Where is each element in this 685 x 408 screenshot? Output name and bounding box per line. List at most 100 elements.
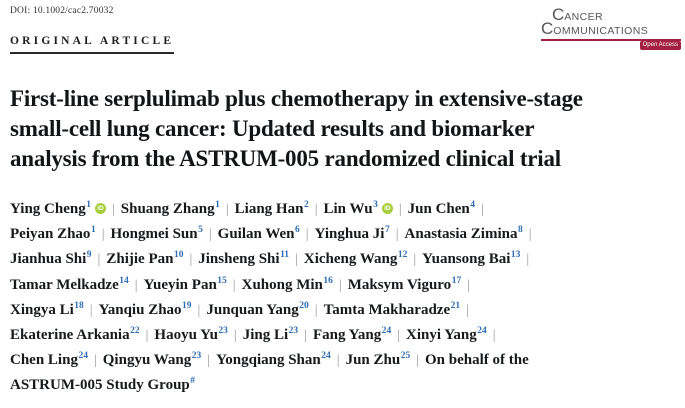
author-separator: | (528, 227, 532, 243)
author-name: Xuhong Min (241, 276, 323, 293)
author-name: Xingya Li (10, 301, 74, 318)
author-line: Tamar Melkadze14 | Yueyin Pan15 | Xuhong Min… (10, 273, 682, 298)
author-affiliation-superscript: 20 (299, 300, 309, 311)
author-name: Haoyu Yu (154, 327, 218, 344)
author-name: Chen Ling (10, 352, 78, 369)
author-name: Jun Chen (407, 201, 470, 217)
author-line: Ekaterine Arkania22 | Haoyu Yu23 | Jing Li23… (10, 323, 682, 348)
author-affiliation-superscript: 25 (400, 351, 411, 362)
author-separator: | (295, 252, 298, 268)
author-name: Liang Han (234, 201, 304, 217)
author-name: Tamar Melkadze (10, 276, 119, 293)
author-affiliation-superscript: 1 (215, 200, 220, 210)
author-line: Xingya Li18 | Yanqiu Zhao19 | Junquan Yang20… (10, 298, 682, 323)
author-affiliation-superscript: 14 (119, 275, 129, 286)
author-name: Tamta Makharadze (323, 301, 451, 318)
author-separator: | (111, 202, 115, 217)
author-separator: | (492, 328, 496, 344)
doi-text: DOI: 10.1002/cac2.70032 (10, 6, 114, 16)
author-separator: | (93, 353, 97, 369)
author-affiliation-superscript: 24 (78, 351, 88, 362)
author-name: Yuansong Bai (422, 251, 511, 268)
author-name: Xinyi Yang (406, 327, 477, 344)
author-separator: | (481, 202, 484, 217)
author-affiliation-superscript: 2 (303, 200, 309, 210)
author-separator: | (413, 252, 417, 268)
author-name: Maksym Viguro (347, 276, 452, 293)
author-name: Hongmei Sun (110, 226, 198, 243)
author-separator: | (208, 227, 212, 243)
logo-initial-c2: C (541, 19, 554, 38)
article-title: First-line serplulimab plus chemotherapy… (10, 84, 685, 174)
author-affiliation-superscript: 21 (450, 300, 461, 311)
author-separator: | (398, 202, 402, 217)
author-separator: | (197, 302, 201, 318)
author-line: Ying Cheng1 iD | Shuang Zhang1 | Liang Han2 | L… (10, 197, 682, 222)
author-line: Peiyan Zhao1 | Hongmei Sun5 | Guilan Wen6 | Yi… (10, 222, 682, 247)
author-affiliation-superscript: 11 (280, 250, 290, 261)
author-affiliation-superscript: 10 (173, 250, 184, 261)
article-title-line1: First-line serplulimab plus chemotherapy… (10, 86, 583, 111)
author-name: On behalf of the (425, 352, 529, 369)
author-separator: | (397, 328, 401, 344)
author-affiliation-superscript: 23 (191, 351, 202, 362)
author-affiliation-superscript: 22 (130, 326, 140, 337)
logo-rule: Open Access (541, 39, 681, 50)
author-separator: | (134, 277, 138, 293)
author-separator: | (395, 227, 399, 243)
journal-logo-line1: CANCER (552, 6, 681, 23)
author-affiliation-superscript: 24 (477, 326, 487, 337)
author-affiliation-superscript: 8 (517, 225, 523, 236)
author-separator: | (338, 277, 342, 293)
author-name: Jing Li (242, 327, 289, 344)
author-name: Anastasia Zimina (404, 226, 518, 243)
open-access-badge: Open Access (639, 41, 681, 50)
author-name: Fang Yang (312, 327, 382, 344)
author-name: Shuang Zhang (120, 201, 215, 217)
author-name: Yongqiang Shan (216, 352, 321, 369)
author-name: Xicheng Wang (303, 251, 398, 268)
author-affiliation-superscript: 12 (397, 250, 408, 261)
author-affiliation-superscript: 9 (86, 250, 92, 261)
author-name: Guilan Wen (217, 226, 295, 243)
author-name: Zhijie Pan (106, 251, 174, 268)
author-line: ASTRUM-005 Study Group# (10, 373, 682, 398)
author-name: Yinghua Ji (314, 226, 385, 243)
author-affiliation-superscript: 19 (182, 300, 192, 311)
article-title-line2: small-cell lung cancer: Updated results … (10, 116, 535, 141)
author-separator: | (189, 252, 193, 268)
author-separator: | (225, 202, 229, 217)
author-line: Jianhua Shi9 | Zhijie Pan10 | Jinsheng Shi11… (10, 247, 682, 272)
logo-initial-c1: C (552, 5, 565, 24)
author-affiliation-superscript: # (190, 376, 196, 387)
author-affiliation-superscript: 3 (373, 200, 378, 210)
author-affiliation-superscript: 1 (86, 200, 91, 210)
author-affiliation-superscript: 24 (381, 326, 392, 337)
orcid-icon[interactable]: iD (381, 203, 393, 214)
author-separator: | (416, 353, 419, 369)
author-separator: | (314, 302, 318, 318)
author-affiliation-superscript: 15 (217, 275, 227, 286)
author-separator: | (97, 252, 101, 268)
author-separator: | (145, 328, 149, 344)
author-affiliation-superscript: 16 (323, 275, 333, 286)
author-affiliation-superscript: 1 (90, 225, 96, 236)
author-separator: | (232, 277, 236, 293)
logo-word-cancer: ANCER (564, 11, 604, 23)
author-line: Chen Ling24 | Qingyu Wang23 | Yongqiang Shan… (10, 348, 682, 373)
logo-word-communications: OMMUNICATIONS (553, 25, 649, 37)
author-separator: | (526, 252, 530, 268)
journal-logo: CANCER COMMUNICATIONS Open Access (541, 6, 681, 50)
author-name: Ekaterine Arkania (10, 327, 130, 344)
author-name: ASTRUM-005 Study Group (10, 377, 190, 394)
author-separator: | (101, 227, 105, 243)
orcid-icon[interactable]: iD (94, 203, 106, 214)
article-title-line3: analysis from the ASTRUM-005 randomized … (10, 146, 561, 171)
journal-logo-line2: COMMUNICATIONS (541, 20, 681, 37)
author-separator: | (314, 202, 318, 217)
author-separator: | (233, 328, 237, 344)
section-label: ORIGINAL ARTICLE (10, 35, 175, 54)
author-affiliation-superscript: 17 (451, 275, 462, 286)
author-separator: | (466, 302, 469, 318)
author-affiliation-superscript: 18 (74, 300, 84, 311)
